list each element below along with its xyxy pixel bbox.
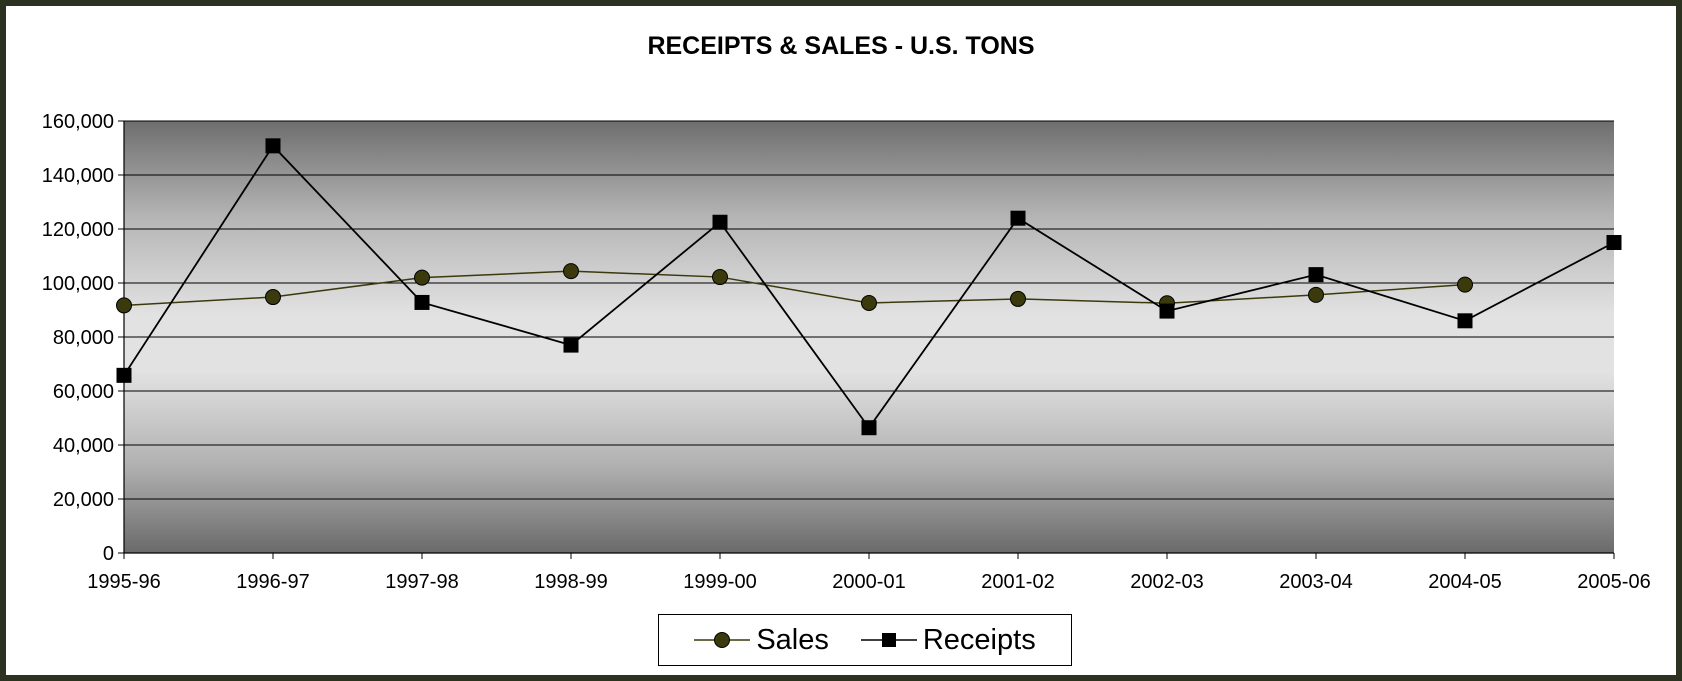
data-point-sales — [1457, 276, 1473, 293]
x-tick-label: 1995-96 — [87, 571, 160, 593]
data-point-sales — [861, 294, 877, 311]
data-point-receipts — [563, 337, 579, 353]
data-point-sales — [712, 269, 728, 286]
y-tick-label: 100,000 — [42, 273, 114, 295]
data-point-receipts — [1159, 303, 1175, 319]
chart-title: RECEIPTS & SALES - U.S. TONS — [647, 32, 1035, 60]
x-tick-label: 2005-06 — [1577, 571, 1650, 593]
series-line-sales — [123, 270, 1466, 307]
x-tick-label: 2002-03 — [1130, 571, 1203, 593]
x-tick-label: 2000-01 — [832, 571, 905, 593]
data-point-receipts — [1606, 235, 1622, 250]
x-tick-label: 1996-97 — [236, 571, 309, 593]
data-point-sales — [116, 297, 132, 314]
y-tick-label: 140,000 — [42, 165, 114, 187]
chart-frame: RECEIPTS & SALES - U.S. TONS 0 20,000 40,0… — [6, 6, 1676, 675]
data-point-sales — [414, 269, 430, 286]
data-point-receipts — [1308, 267, 1324, 283]
legend-swatch-receipts — [860, 633, 917, 647]
data-point-receipts — [414, 294, 430, 310]
line-chart: 0 20,000 40,000 60,000 80,000 100,000 120,000 1… — [42, 111, 1651, 593]
data-point-receipts — [861, 420, 877, 436]
data-point-receipts — [712, 214, 728, 230]
legend-label-receipts: Receipts — [922, 623, 1036, 656]
data-point-sales — [563, 263, 579, 280]
y-tick-label: 20,000 — [53, 489, 114, 511]
x-tick-label: 1998-99 — [534, 571, 607, 593]
x-tick-label: 1997-98 — [385, 571, 458, 593]
data-point-receipts — [1457, 313, 1473, 329]
x-tick-label: 2003-04 — [1279, 571, 1352, 593]
data-point-sales — [1308, 286, 1324, 303]
data-point-sales — [265, 289, 281, 306]
legend-item-receipts: Receipts — [860, 623, 1036, 657]
chart-legend: Sales Receipts — [658, 614, 1072, 666]
y-tick-label: 60,000 — [53, 381, 114, 403]
y-tick-label: 80,000 — [53, 327, 114, 349]
y-tick-label: 120,000 — [42, 219, 114, 241]
y-tick-label: 40,000 — [53, 435, 114, 457]
y-tick-label: 0 — [103, 543, 114, 565]
legend-label-sales: Sales — [756, 623, 829, 656]
data-point-receipts — [1010, 210, 1026, 226]
x-tick-label: 2001-02 — [981, 571, 1054, 593]
legend-swatch-sales — [694, 632, 751, 648]
data-point-sales — [1010, 290, 1026, 307]
x-tick-label: 1999-00 — [683, 571, 756, 593]
y-tick-label: 160,000 — [42, 111, 114, 133]
data-point-receipts — [116, 367, 132, 383]
legend-item-sales: Sales — [694, 624, 829, 657]
x-tick-label: 2004-05 — [1428, 571, 1501, 593]
data-point-receipts — [265, 138, 281, 154]
